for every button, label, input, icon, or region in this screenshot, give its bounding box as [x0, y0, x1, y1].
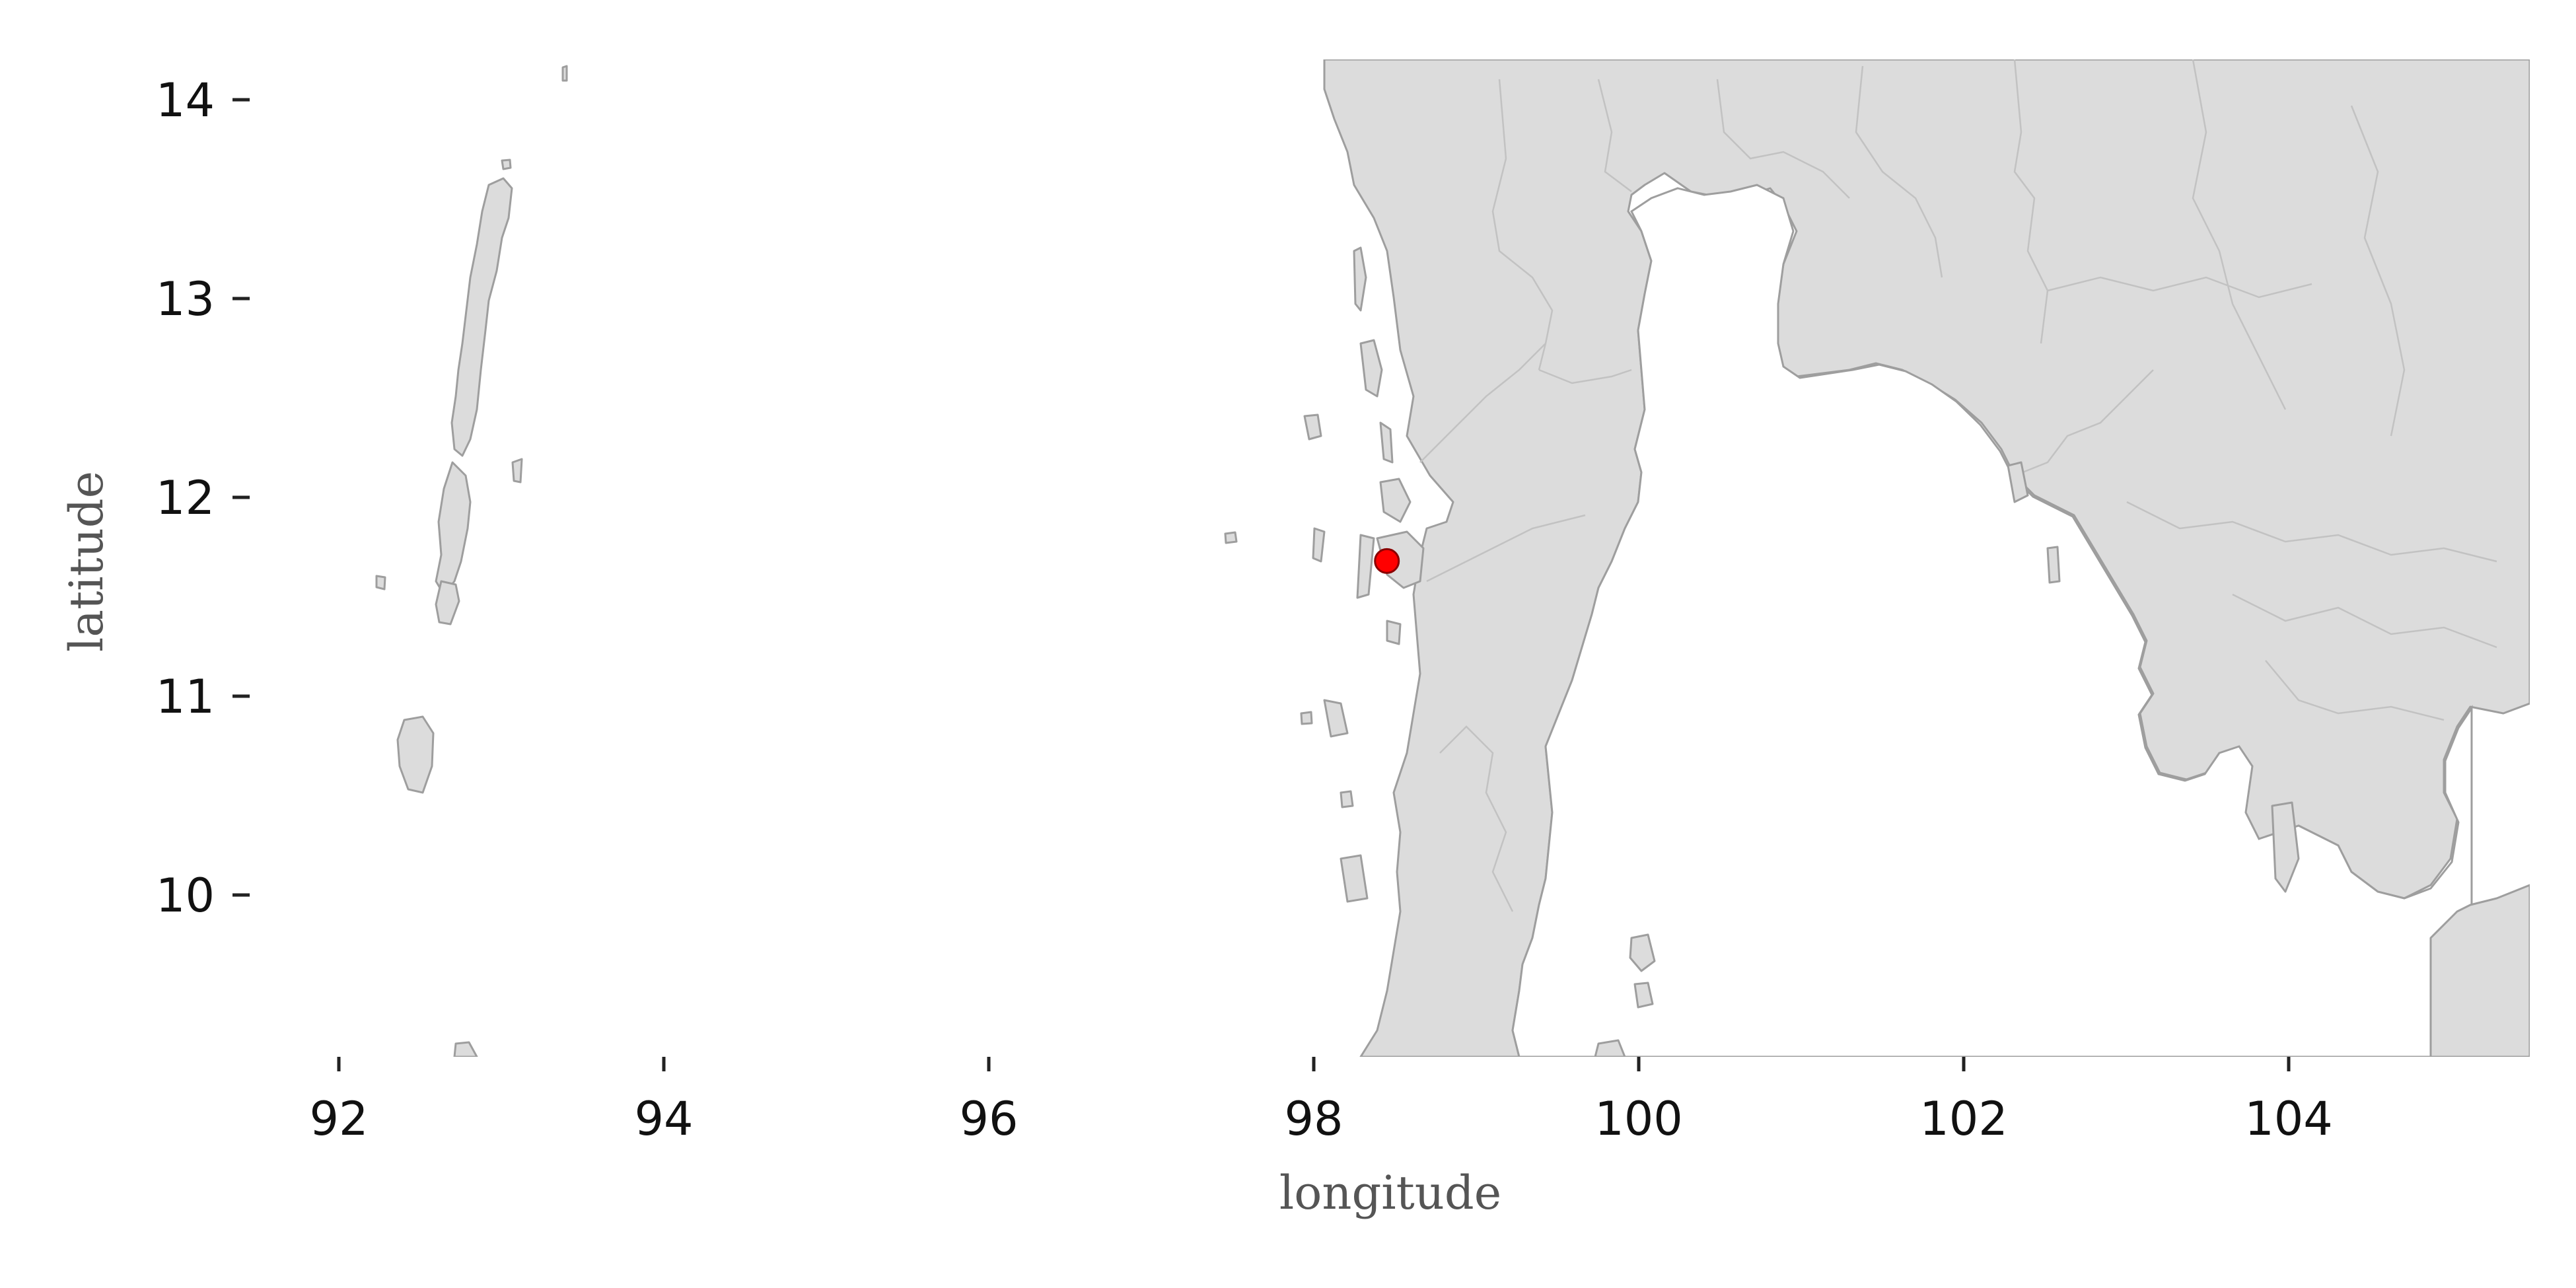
- y-tick-label: 11: [156, 670, 215, 724]
- x-tick-label: 96: [959, 1092, 1018, 1146]
- andaman-island-north: [450, 177, 513, 457]
- koh-samui: [1629, 933, 1656, 972]
- border-16: [2265, 660, 2445, 721]
- map-area[interactable]: [375, 59, 2530, 1057]
- y-tick-label: 13: [156, 272, 215, 326]
- gulf-of-thailand: [1511, 184, 2473, 1057]
- location-marker[interactable]: [1374, 548, 1400, 574]
- little-andaman: [396, 715, 435, 794]
- border-9: [2350, 105, 2406, 437]
- border-4: [1716, 79, 1850, 199]
- mergui-island-11: [1386, 620, 1402, 645]
- koh-kong: [2271, 801, 2300, 893]
- andaman-island-middle: [435, 461, 472, 596]
- x-axis: 92 94 96 98 100 102 104: [309, 1057, 2333, 1146]
- x-axis-label: longitude: [1279, 1166, 1501, 1220]
- andaman-islet-4: [511, 458, 523, 483]
- y-axis-label: latitude: [59, 471, 114, 652]
- border-1: [1491, 79, 1554, 371]
- gulf-island-2: [2046, 546, 2061, 584]
- border-7: [2047, 276, 2312, 299]
- y-tick-label: 14: [156, 73, 215, 127]
- andaman-islet-2: [375, 575, 386, 590]
- andaman-islet-5: [561, 65, 568, 82]
- x-tick-label: 102: [1919, 1092, 2008, 1146]
- mergui-island-12: [1224, 531, 1238, 544]
- y-tick-label: 12: [156, 471, 215, 525]
- border-2: [1538, 369, 1632, 384]
- border-14: [1426, 514, 1586, 583]
- border-15: [2014, 369, 2154, 477]
- x-tick-label: 104: [2244, 1092, 2333, 1146]
- x-tick-label: 92: [309, 1092, 368, 1146]
- border-12: [1439, 725, 1514, 912]
- mergui-island-13: [1340, 790, 1354, 808]
- x-tick-label: 94: [634, 1092, 693, 1146]
- mergui-island-3: [1379, 421, 1394, 464]
- border-11: [2232, 593, 2497, 649]
- gulf-island-3: [1594, 1039, 1626, 1057]
- mergui-island-7: [1312, 527, 1326, 563]
- andaman-island-south: [435, 580, 460, 626]
- x-tick-label: 100: [1594, 1092, 1683, 1146]
- gulf-island-1: [2007, 461, 2029, 503]
- mergui-island-4: [1379, 478, 1412, 523]
- border-5: [1855, 65, 1943, 278]
- border-8: [2192, 59, 2287, 410]
- andaman-islet-3: [453, 1041, 478, 1057]
- mergui-island-1: [1353, 246, 1367, 312]
- koh-phangan: [1633, 982, 1654, 1009]
- mergui-island-6: [1376, 530, 1425, 589]
- border-3: [1597, 79, 1632, 192]
- mergui-island-9: [1323, 699, 1349, 738]
- mergui-island-2: [1359, 339, 1383, 398]
- y-axis: 10 11 12 13 14: [156, 73, 250, 923]
- mainland-east-tip: [2429, 884, 2530, 1057]
- mergui-island-8: [1303, 413, 1322, 441]
- border-13: [1419, 343, 1546, 463]
- border-10: [2126, 501, 2497, 563]
- andaman-islet-1: [501, 159, 512, 170]
- y-tick-label: 10: [156, 869, 215, 923]
- mergui-island-10: [1340, 854, 1369, 903]
- mergui-island-14: [1300, 711, 1313, 725]
- x-tick-label: 98: [1284, 1092, 1343, 1146]
- mergui-island-5: [1356, 534, 1375, 599]
